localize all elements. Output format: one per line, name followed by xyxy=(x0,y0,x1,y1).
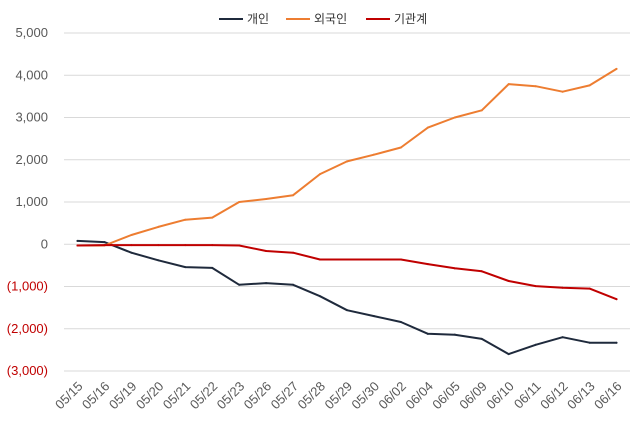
data-point xyxy=(372,153,375,156)
data-point xyxy=(184,218,187,221)
data-point xyxy=(319,173,322,176)
data-point xyxy=(346,258,348,261)
data-point xyxy=(292,251,295,254)
data-point xyxy=(507,280,510,283)
data-point xyxy=(480,337,483,340)
data-point xyxy=(588,287,591,290)
data-point xyxy=(211,244,214,247)
data-point xyxy=(292,194,295,197)
y-tick-label: 3,000 xyxy=(15,110,48,125)
data-point xyxy=(319,258,322,261)
data-point xyxy=(399,146,402,149)
y-tick-label: 1,000 xyxy=(15,194,48,209)
series-layer xyxy=(76,67,618,356)
data-point xyxy=(426,332,429,335)
data-point xyxy=(184,266,187,269)
data-point xyxy=(265,282,268,285)
data-point xyxy=(265,198,268,201)
data-point xyxy=(534,85,537,88)
legend-label-0: 개인 xyxy=(247,12,269,26)
data-point xyxy=(157,244,160,247)
data-point xyxy=(561,286,564,289)
legend: 개인 외국인 기관계 xyxy=(219,12,427,26)
data-point xyxy=(346,160,348,163)
data-point xyxy=(534,343,537,346)
data-point xyxy=(76,244,79,247)
data-point xyxy=(588,341,591,344)
data-point xyxy=(480,270,483,273)
y-tick-label: 0 xyxy=(41,236,48,251)
data-point xyxy=(426,263,429,266)
data-point xyxy=(103,241,106,244)
data-point xyxy=(130,244,133,247)
data-point xyxy=(399,258,402,261)
data-point xyxy=(76,239,79,242)
data-point xyxy=(372,315,375,318)
data-point xyxy=(426,126,429,129)
data-point xyxy=(399,320,402,323)
y-tick-label: (3,000) xyxy=(7,363,48,378)
data-point xyxy=(507,83,510,86)
data-point xyxy=(265,250,268,253)
data-point xyxy=(372,258,375,261)
data-point xyxy=(507,353,510,356)
data-point xyxy=(238,244,241,247)
data-point xyxy=(588,84,591,87)
data-point xyxy=(292,283,295,286)
legend-label-2: 기관계 xyxy=(394,12,427,26)
data-point xyxy=(615,67,618,70)
data-point xyxy=(130,251,133,254)
data-point xyxy=(453,333,456,336)
data-point xyxy=(103,244,106,247)
data-point xyxy=(211,216,214,219)
y-tick-label: (2,000) xyxy=(7,321,48,336)
data-point xyxy=(561,336,564,339)
y-tick-label: 4,000 xyxy=(15,67,48,82)
data-point xyxy=(238,283,241,286)
y-tick-label: (1,000) xyxy=(7,279,48,294)
data-point xyxy=(184,244,187,247)
data-point xyxy=(453,267,456,270)
data-point xyxy=(211,266,214,269)
data-point xyxy=(561,90,564,93)
data-point xyxy=(615,298,618,301)
y-axis: 5,000 4,000 3,000 2,000 1,000 0 (1,000) (2,000)… xyxy=(7,25,630,378)
data-point xyxy=(319,295,322,298)
data-point xyxy=(130,233,133,236)
data-point xyxy=(453,116,456,119)
data-point xyxy=(480,109,483,112)
legend-label-1: 외국인 xyxy=(314,12,347,26)
data-point xyxy=(534,285,537,288)
data-point xyxy=(615,341,618,344)
y-tick-label: 2,000 xyxy=(15,152,48,167)
data-point xyxy=(157,225,160,228)
data-point xyxy=(346,309,348,312)
data-point xyxy=(238,201,241,203)
data-point xyxy=(157,259,160,262)
y-tick-label: 5,000 xyxy=(15,25,48,40)
